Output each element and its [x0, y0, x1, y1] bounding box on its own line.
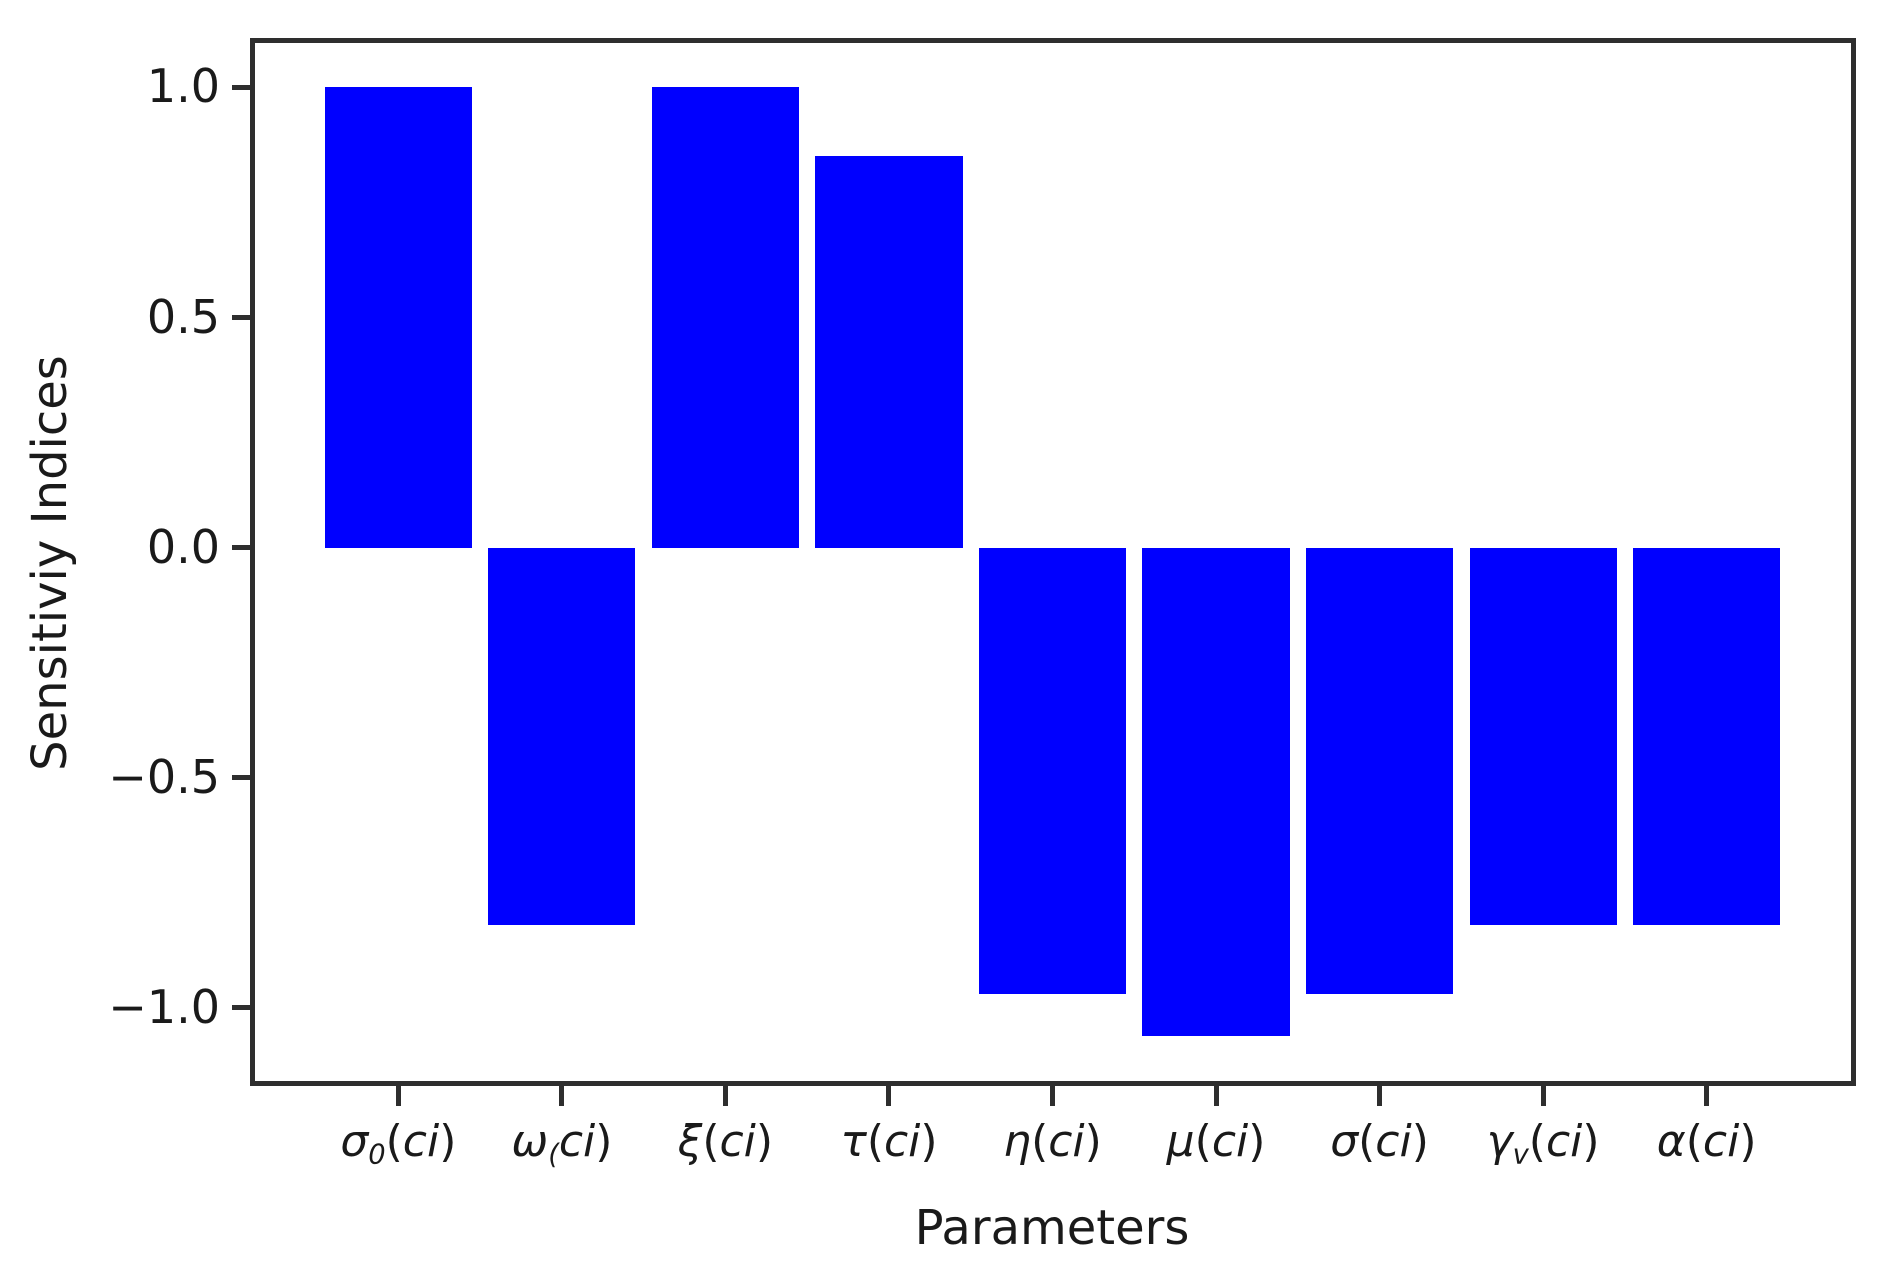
bar-3 — [815, 156, 963, 548]
bar-6 — [1305, 547, 1454, 995]
x-tick-label-part: μ — [1166, 1116, 1195, 1167]
x-tick-label-part: γ — [1486, 1116, 1513, 1167]
x-tick — [1050, 1085, 1055, 1106]
y-tick — [232, 84, 252, 90]
x-tick — [886, 1085, 892, 1106]
x-tick-label: τ(ci) — [840, 1116, 937, 1167]
x-tick-label-part: ci — [1702, 1116, 1740, 1167]
x-tick-label-part: ) — [1582, 1116, 1600, 1167]
x-tick-label: σ(ci) — [1330, 1116, 1429, 1167]
x-tick-label-part: ) — [755, 1116, 774, 1167]
x-tick-label-part: ci — [719, 1116, 756, 1167]
x-tick-label-part: ( — [1528, 1116, 1546, 1167]
x-tick-label-part: ( — [548, 1139, 559, 1171]
bar-1 — [488, 547, 636, 926]
x-tick-label-part: ξ — [677, 1116, 703, 1167]
x-tick-label-part: ) — [595, 1116, 613, 1167]
x-tick-label-part: ω — [511, 1116, 549, 1167]
x-tick-label-part: ( — [1358, 1116, 1376, 1167]
y-tick-label: −0.5 — [108, 749, 220, 804]
x-tick-label-part: ( — [385, 1116, 403, 1167]
x-tick-label-part: ) — [439, 1116, 457, 1167]
x-tick-label-part: ) — [1084, 1116, 1102, 1167]
x-tick-label-part: ) — [1248, 1116, 1266, 1167]
x-tick-label-part: ci — [1211, 1116, 1249, 1167]
bar-7 — [1469, 547, 1617, 926]
x-tick-label-part: ( — [1194, 1116, 1212, 1167]
y-tick-label: 0.0 — [146, 519, 220, 574]
bar-8 — [1633, 547, 1781, 926]
y-tick-label: 0.5 — [146, 289, 220, 344]
x-tick — [395, 1085, 401, 1106]
x-tick-label-part: ci — [558, 1116, 596, 1167]
x-tick-label-part: v — [1512, 1139, 1529, 1171]
x-tick-label: α(ci) — [1657, 1116, 1757, 1167]
x-tick-label-part: σ — [340, 1116, 369, 1167]
y-tick-label: 1.0 — [146, 59, 220, 114]
x-tick-label-part: ) — [1739, 1116, 1757, 1167]
x-tick — [1704, 1085, 1710, 1106]
x-tick-label-part: σ — [1330, 1116, 1359, 1167]
x-tick-label-part: ci — [1545, 1116, 1583, 1167]
x-tick — [559, 1085, 565, 1106]
y-tick — [232, 545, 252, 551]
x-tick-label-part: α — [1656, 1116, 1686, 1167]
x-tick-label: μ(ci) — [1167, 1116, 1266, 1167]
x-tick-label: σ0(ci) — [340, 1116, 456, 1171]
x-tick — [1377, 1085, 1383, 1106]
x-tick-label-part: ( — [866, 1116, 884, 1167]
x-tick-label-part: ) — [920, 1116, 938, 1167]
x-tick-label-part: η — [1003, 1116, 1032, 1167]
x-tick-label: η(ci) — [1003, 1116, 1102, 1167]
x-tick-label-part: ci — [402, 1116, 440, 1167]
x-tick — [1540, 1085, 1546, 1106]
y-tick — [232, 315, 252, 321]
axes-frame — [249, 37, 1856, 1086]
x-tick-label-part: ci — [1048, 1116, 1085, 1167]
x-tick-label: ω(ci) — [511, 1116, 612, 1171]
x-tick-label-part: 0 — [368, 1139, 386, 1171]
x-tick — [1213, 1085, 1219, 1106]
x-tick-label-part: ci — [1375, 1116, 1412, 1167]
x-tick-label-part: τ — [840, 1116, 867, 1167]
x-tick-label-part: ( — [702, 1116, 720, 1167]
x-tick-label-part: ) — [1411, 1116, 1429, 1167]
x-tick-label-part: ( — [1031, 1116, 1049, 1167]
y-tick-label: −1.0 — [108, 979, 220, 1034]
x-tick-label-part: ci — [883, 1116, 921, 1167]
x-tick — [722, 1085, 728, 1106]
bar-5 — [1142, 547, 1290, 1036]
x-tick-label: ξ(ci) — [678, 1116, 773, 1167]
bar-2 — [651, 87, 799, 548]
y-tick — [232, 1005, 252, 1011]
y-tick — [232, 775, 252, 781]
bar-4 — [978, 547, 1127, 995]
x-tick-label-part: ( — [1685, 1116, 1703, 1167]
bar-0 — [324, 87, 472, 548]
x-tick-label: γv(ci) — [1487, 1116, 1600, 1171]
x-axis-label: Parameters — [914, 1200, 1190, 1256]
